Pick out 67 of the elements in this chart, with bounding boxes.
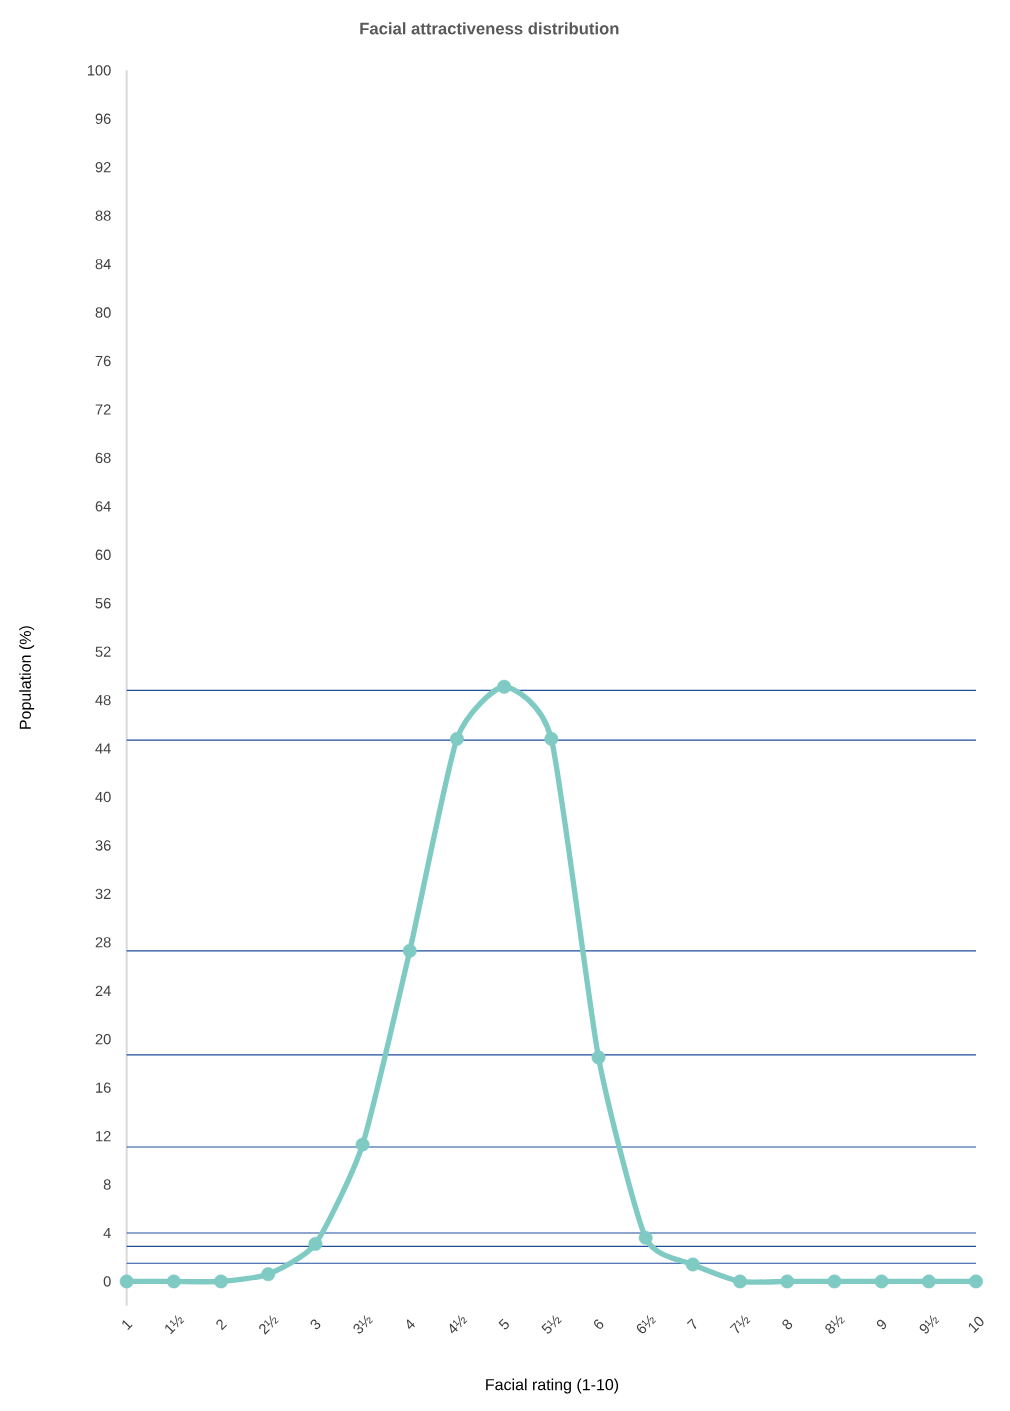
point: [638, 1230, 653, 1245]
point: [355, 1137, 370, 1152]
y-tick-label: 4: [103, 1227, 111, 1239]
y-tick-label: 48: [95, 694, 111, 706]
y-tick-label: 56: [95, 598, 111, 609]
y-tick-label: 100: [87, 65, 111, 76]
x-tick-label: 3: [310, 1319, 321, 1330]
x-tick-label: 1½: [165, 1315, 185, 1335]
y-tick-label: 68: [95, 452, 111, 464]
y-axis-title: Population (%): [19, 626, 35, 729]
y-tick-label: 44: [95, 743, 111, 754]
point: [969, 1274, 983, 1289]
x-tick-label: 10: [968, 1316, 984, 1333]
point: [874, 1274, 889, 1289]
y-tick-label: 0: [103, 1276, 111, 1287]
y-tick-label: 16: [96, 1082, 111, 1093]
y-tick-label: 96: [95, 113, 111, 124]
y-tick-label: 32: [95, 888, 111, 900]
x-tick-label: 8: [782, 1319, 793, 1330]
y-tick-label: 24: [95, 985, 111, 996]
point: [119, 1274, 134, 1289]
point: [827, 1274, 842, 1289]
y-tick-label: 60: [95, 549, 111, 560]
x-tick-label: 6½: [636, 1315, 657, 1334]
point: [544, 731, 559, 746]
y-tick-label: 72: [95, 404, 111, 415]
y-tick-label: 52: [95, 646, 111, 657]
y-tick-label: 28: [95, 937, 111, 948]
x-tick-label: 7: [686, 1318, 697, 1329]
y-tick-label: 20: [95, 1034, 111, 1045]
x-tick-label: 5½: [541, 1315, 562, 1334]
y-tick-label: 8: [103, 1179, 111, 1190]
x-tick-label: 8½: [825, 1315, 845, 1334]
y-tick-label: 92: [95, 162, 111, 173]
point: [685, 1257, 700, 1272]
point: [261, 1267, 276, 1282]
point: [733, 1274, 747, 1289]
y-tick-label: 12: [96, 1131, 111, 1142]
y-tick-label: 40: [95, 791, 111, 803]
y-tick-label: 88: [95, 210, 111, 221]
x-tick-label: 4: [406, 1319, 415, 1329]
point: [402, 943, 417, 958]
point: [497, 679, 512, 694]
point: [921, 1274, 936, 1289]
chart-title: Facial attractiveness distribution: [360, 22, 619, 35]
point: [450, 731, 464, 746]
y-tick-label: 76: [95, 355, 111, 367]
x-tick-label: 3½: [353, 1315, 374, 1334]
x-tick-label: 6: [594, 1319, 604, 1329]
point: [591, 1050, 606, 1065]
x-tick-label: 7½: [729, 1315, 751, 1334]
y-tick-label: 64: [95, 501, 111, 512]
x-tick-label: 9: [876, 1319, 887, 1330]
x-tick-label: 9½: [919, 1315, 940, 1334]
x-tick-label: 5: [498, 1318, 509, 1330]
y-tick-label: 84: [95, 258, 111, 270]
x-tick-label: 2½: [259, 1315, 279, 1335]
point: [166, 1274, 181, 1289]
x-tick-label: 1: [122, 1320, 133, 1330]
point: [308, 1236, 323, 1251]
y-tick-label: 80: [95, 307, 111, 318]
point: [780, 1274, 795, 1289]
point: [214, 1274, 228, 1289]
y-tick-label: 36: [95, 840, 111, 851]
x-axis-title: Facial rating (1-10): [486, 1378, 619, 1394]
x-tick-label: 4½: [449, 1315, 468, 1334]
x-tick-label: 2: [216, 1319, 228, 1331]
